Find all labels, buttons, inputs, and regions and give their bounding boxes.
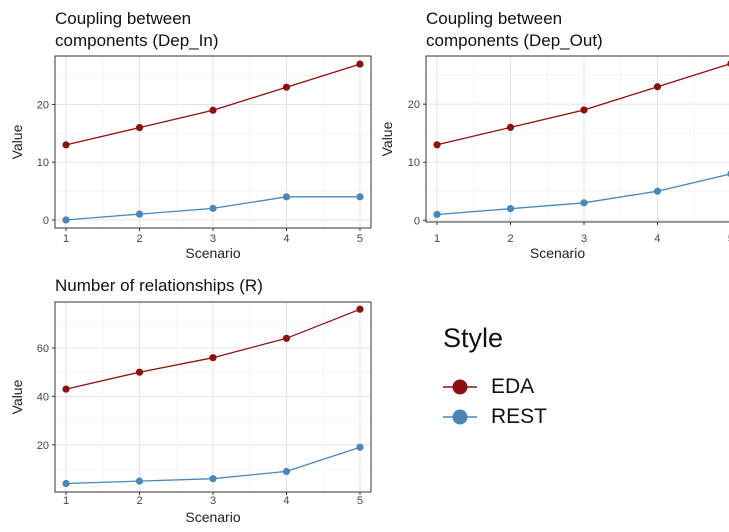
x-tick-label: 1 [63, 495, 69, 507]
x-axis-label: Scenario [530, 245, 585, 261]
x-tick-label: 4 [283, 233, 289, 245]
data-point-rest [433, 210, 441, 219]
x-tick-label: 3 [210, 495, 216, 507]
data-point-rest [506, 205, 515, 213]
data-point-eda [653, 83, 662, 91]
legend-label-eda: EDA [491, 375, 535, 398]
data-point-rest [282, 193, 291, 201]
y-tick-label: 40 [37, 391, 49, 403]
series-line-rest [436, 173, 729, 216]
data-point-eda [580, 106, 588, 114]
x-tick-label: 5 [728, 233, 729, 245]
chart-panel-2: 0 10 20 1 2 3 4 5 Scenario Value Coupling between c… [379, 9, 729, 261]
x-tick-label: 4 [654, 233, 660, 245]
chart-title: components (Dep_Out) [426, 31, 603, 50]
data-point-eda [209, 354, 217, 362]
data-point-eda [356, 60, 364, 68]
data-point-eda [506, 123, 515, 131]
plot-area [426, 56, 729, 222]
data-point-eda [62, 141, 70, 149]
plot-area [55, 56, 371, 228]
y-axis-label: Value [379, 121, 395, 156]
data-point-rest [209, 475, 217, 483]
y-tick-label: 60 [37, 343, 49, 355]
x-tick-label: 3 [581, 233, 587, 245]
x-tick-label: 5 [357, 233, 363, 245]
y-tick-label: 0 [43, 215, 49, 227]
data-point-eda [433, 141, 441, 149]
y-tick-label: 20 [408, 99, 420, 111]
data-point-rest [356, 443, 364, 451]
x-tick-label: 2 [507, 233, 513, 245]
x-tick-label: 4 [283, 495, 289, 507]
data-point-rest [209, 204, 217, 212]
plot-area [55, 302, 371, 492]
data-point-eda [282, 83, 291, 91]
chart-title: components (Dep_In) [55, 31, 218, 50]
data-point-eda [135, 123, 144, 132]
y-tick-label: 0 [414, 215, 420, 227]
y-axis-label: Value [9, 379, 25, 414]
data-point-rest [135, 477, 144, 485]
legend-item-eda: EDA [443, 374, 547, 400]
y-axis-label: Value [9, 124, 25, 159]
data-point-eda [356, 305, 364, 313]
data-point-rest [356, 193, 364, 201]
legend: Style EDA REST [443, 323, 547, 434]
data-point-eda [135, 368, 144, 376]
legend-label-rest: REST [491, 405, 548, 428]
x-tick-label: 1 [434, 233, 440, 245]
data-point-rest [653, 187, 662, 195]
chart-title: Coupling between [55, 9, 191, 28]
y-tick-label: 10 [408, 157, 420, 169]
chart-title: Coupling between [426, 9, 562, 28]
legend-key-rest [443, 409, 477, 425]
x-tick-label: 2 [136, 495, 142, 507]
x-tick-label: 5 [357, 495, 363, 507]
data-point-rest [62, 216, 70, 224]
data-point-rest [135, 210, 144, 218]
data-point-rest [580, 199, 588, 207]
chart-panel-3: 20 40 60 1 2 3 4 5 Scenario Value Number of relati… [9, 276, 372, 525]
data-point-eda [282, 334, 291, 342]
data-point-eda [209, 106, 217, 114]
x-axis-label: Scenario [185, 509, 240, 525]
x-tick-label: 3 [210, 233, 216, 245]
data-point-eda [62, 385, 70, 393]
legend-title: Style [443, 323, 504, 353]
panel-border [425, 55, 729, 223]
y-tick-label: 10 [37, 157, 49, 169]
chart-title: Number of relationships (R) [55, 276, 263, 295]
data-point-rest [62, 479, 70, 488]
data-point-rest [282, 467, 291, 476]
x-tick-label: 1 [63, 233, 69, 245]
legend-key-eda [443, 379, 477, 395]
x-axis-label: Scenario [185, 245, 240, 261]
legend-item-rest: REST [443, 404, 547, 430]
x-tick-label: 2 [136, 233, 142, 245]
chart-panel-1: 0 10 20 1 2 3 4 5 Scenario Value Coupling between c… [9, 9, 372, 261]
y-tick-label: 20 [37, 440, 49, 452]
y-tick-label: 20 [37, 99, 49, 111]
